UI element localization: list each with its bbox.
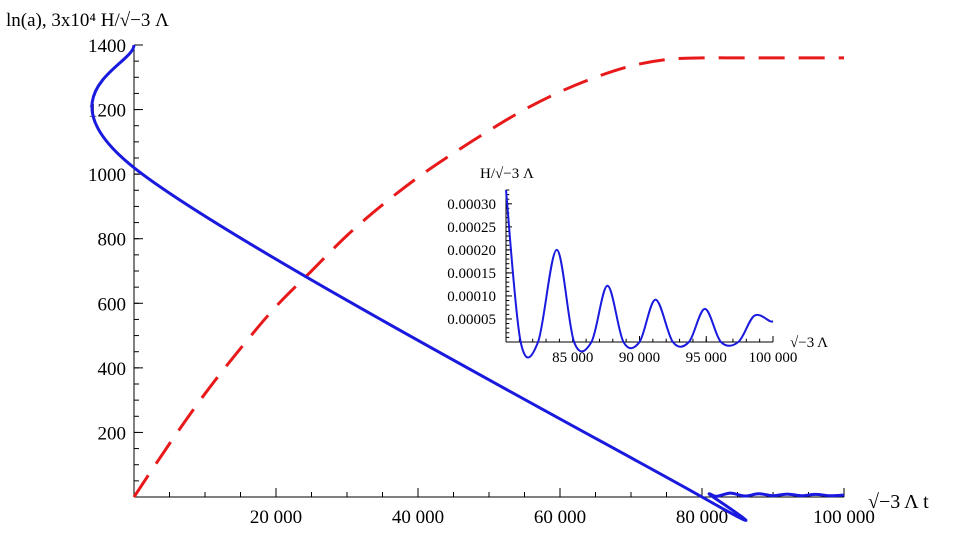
inset-y-tick-label: 0.00015 (447, 266, 496, 282)
inset-x-axis-label: √−3 Λ (790, 335, 828, 351)
inset-x-tick-label: 95 000 (686, 350, 727, 366)
inset-series (505, 189, 774, 359)
main-x-axis-label: √−3 Λ t (868, 491, 929, 513)
main-series-solid (90, 44, 845, 522)
main-y-tick-label: 200 (98, 423, 127, 444)
inset-y-tick-label: 0.00005 (447, 312, 496, 328)
inset-x-tick-label: 85 000 (552, 350, 593, 366)
inset-series-solid (505, 189, 774, 359)
main-x-tick-label: 40 000 (392, 507, 444, 528)
inset-y-tick-label: 0.00020 (447, 243, 496, 259)
inset-x-tick-label: 90 000 (619, 350, 660, 366)
inset-y-tick-label: 0.00025 (447, 220, 496, 236)
main-y-axis-label: ln(a), 3x10⁴ H/√−3 Λ (6, 10, 169, 31)
main-x-tick-label: 20 000 (250, 507, 302, 528)
inset-x-tick-label: 100 000 (749, 350, 798, 366)
main-y-tick-label: 1200 (88, 101, 126, 122)
main-y-tick-label: 800 (98, 230, 127, 251)
main-x-tick-label: 60 000 (534, 507, 586, 528)
main-y-tick-label: 400 (98, 359, 127, 380)
main-y-tick-label: 1400 (88, 36, 126, 57)
inset-y-tick-label: 0.00030 (447, 197, 496, 213)
main-x-tick-label: 80 000 (676, 507, 728, 528)
main-x-tick-label: 100 000 (813, 507, 875, 528)
inset-y-axis-label: H/√−3 Λ (480, 166, 534, 182)
main-y-tick-label: 600 (98, 294, 127, 315)
main-series-dashed (132, 56, 844, 498)
inset-ticks: 85 000 90 000 95 000 100 000 0.00005 0.00010 0… (447, 189, 798, 366)
main-ticks: 20 000 40 000 60 000 80 000 100 000 200 400 600… (88, 36, 875, 528)
main-y-tick-label: 1000 (88, 165, 126, 186)
inset-y-tick-label: 0.00010 (447, 289, 496, 305)
main-series (90, 44, 845, 522)
